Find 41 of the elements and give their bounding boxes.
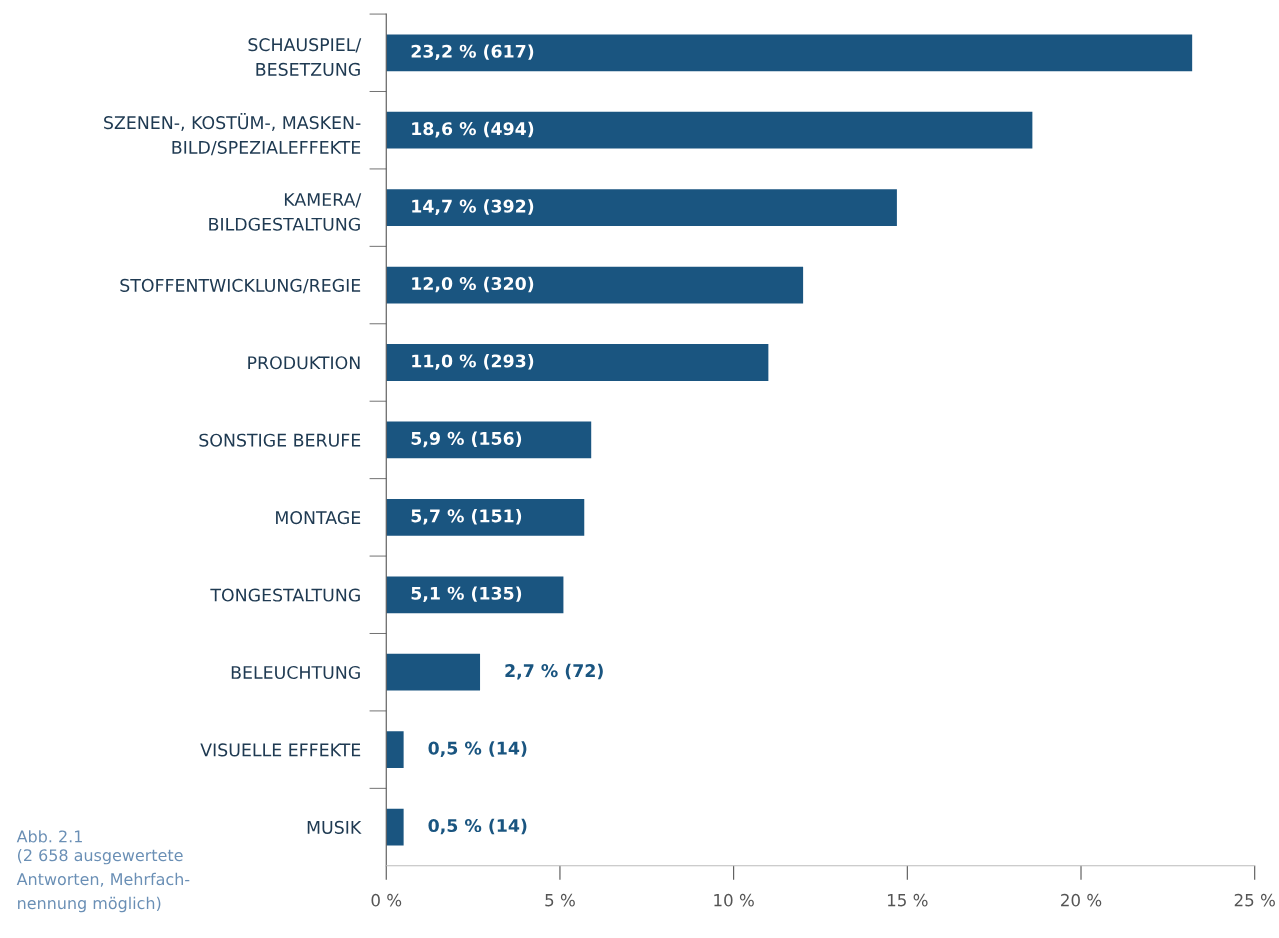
bar bbox=[386, 653, 481, 691]
y-tick-label: TONGESTALTUNG bbox=[210, 588, 360, 602]
x-tick-label: 10 % bbox=[714, 893, 754, 907]
x-tick-label: 25 % bbox=[1234, 893, 1275, 907]
y-tick-label: SCHAUSPIEL/ BESETZUNG bbox=[248, 38, 362, 76]
y-tick-label: BELEUCHTUNG bbox=[231, 665, 360, 680]
bar bbox=[386, 189, 897, 227]
data-label: 14,7 % (392) bbox=[412, 199, 534, 215]
data-label: 12,0 % (320) bbox=[412, 276, 534, 293]
data-label: 23,2 % (617) bbox=[411, 44, 534, 61]
bar bbox=[386, 421, 592, 459]
data-label: 5,1 % (135) bbox=[411, 586, 522, 603]
x-tick-label: 0 % bbox=[371, 893, 402, 907]
x-tick-label: 15 % bbox=[887, 893, 928, 907]
y-tick-label: VISUELLE EFFEKTE bbox=[200, 743, 361, 757]
bar bbox=[386, 266, 804, 304]
y-tick-label: STOFFENTWICKLUNG/REGIE bbox=[120, 278, 361, 294]
caption: Abb. 2.1 bbox=[16, 830, 82, 843]
y-tick-label: MONTAGE bbox=[276, 511, 361, 525]
y-tick-label: MUSIK bbox=[307, 820, 362, 834]
y-tick-label: KAMERA/ BILDGESTALTUNG bbox=[209, 193, 362, 231]
data-label: 0,5 % (14) bbox=[428, 818, 527, 835]
x-tick-label: 5 % bbox=[545, 893, 575, 907]
text: (2 658 ausgewertete Antworten, Mehrfach- nennung möglich) bbox=[16, 848, 190, 913]
data-label: 0,5 % (14) bbox=[428, 741, 527, 757]
bar bbox=[386, 576, 564, 614]
data-label: 11,0 % (293) bbox=[412, 354, 534, 370]
y-tick-label: SZENEN-, KOSTÜM-, MASKEN- BILD/SPEZIALEFFEKTE bbox=[104, 113, 361, 156]
y-tick-label: PRODUKTION bbox=[248, 356, 360, 370]
bar bbox=[386, 498, 585, 536]
x-tick-label: 20 % bbox=[1061, 893, 1102, 907]
bar bbox=[386, 111, 1033, 149]
data-label: 2,7 % (72) bbox=[505, 663, 603, 680]
data-label: 18,6 % (494) bbox=[412, 121, 534, 138]
y-tick-label: SONSTIGE BERUFE bbox=[199, 433, 361, 447]
data-label: 5,7 % (151) bbox=[411, 508, 522, 525]
bar bbox=[386, 731, 404, 769]
bar bbox=[386, 344, 769, 381]
bar bbox=[386, 808, 404, 846]
bar bbox=[386, 34, 1193, 72]
data-label: 5,9 % (156) bbox=[411, 431, 522, 448]
